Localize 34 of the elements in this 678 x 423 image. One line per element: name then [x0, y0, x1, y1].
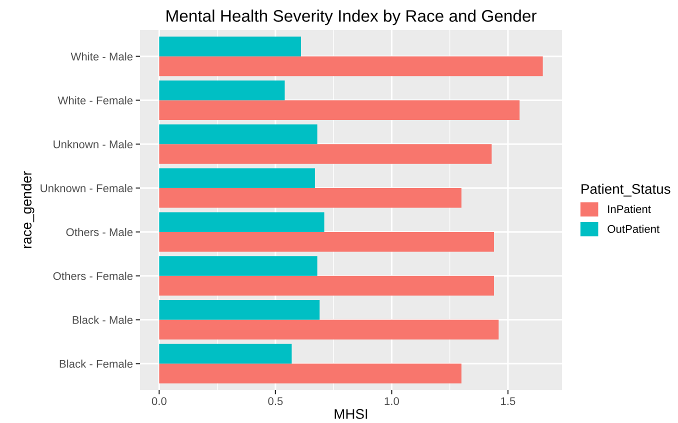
x-tick-label: 1.5	[501, 397, 516, 406]
y-axis-title: race_gender	[21, 171, 34, 248]
bar	[159, 100, 520, 120]
bar	[159, 256, 318, 276]
bar	[159, 144, 492, 164]
legend-label: InPatient	[608, 204, 651, 214]
bar	[159, 232, 494, 252]
bar	[159, 56, 543, 76]
y-tick-label: White - Female	[58, 96, 133, 104]
chart-title: Mental Health Severity Index by Race and Gender	[166, 10, 536, 26]
x-tick-label: 1.0	[384, 397, 399, 406]
y-tick-label: Unknown - Male	[54, 140, 133, 148]
bar	[159, 36, 302, 56]
y-tick-label: Unknown - Female	[40, 184, 133, 192]
bar	[159, 80, 285, 100]
bar	[159, 320, 499, 340]
bar	[159, 344, 292, 364]
bar	[159, 124, 318, 144]
x-axis-title: MHSI	[334, 409, 368, 419]
bar	[159, 168, 315, 188]
y-tick-label: Others - Male	[66, 228, 133, 236]
y-tick-label: Black - Male	[72, 316, 133, 324]
bar	[159, 276, 494, 296]
bar	[159, 188, 462, 208]
y-tick-label: White - Male	[70, 52, 133, 60]
x-tick-label: 0.0	[152, 397, 166, 406]
legend-title: Patient_Status	[582, 184, 670, 197]
x-tick-label: 0.5	[268, 397, 283, 406]
y-tick-label: Black - Female	[60, 360, 133, 368]
legend-label: OutPatient	[608, 224, 660, 233]
bar	[159, 364, 462, 384]
y-tick-label: Others - Female	[53, 272, 133, 280]
bar	[159, 212, 324, 232]
bar	[159, 300, 320, 320]
